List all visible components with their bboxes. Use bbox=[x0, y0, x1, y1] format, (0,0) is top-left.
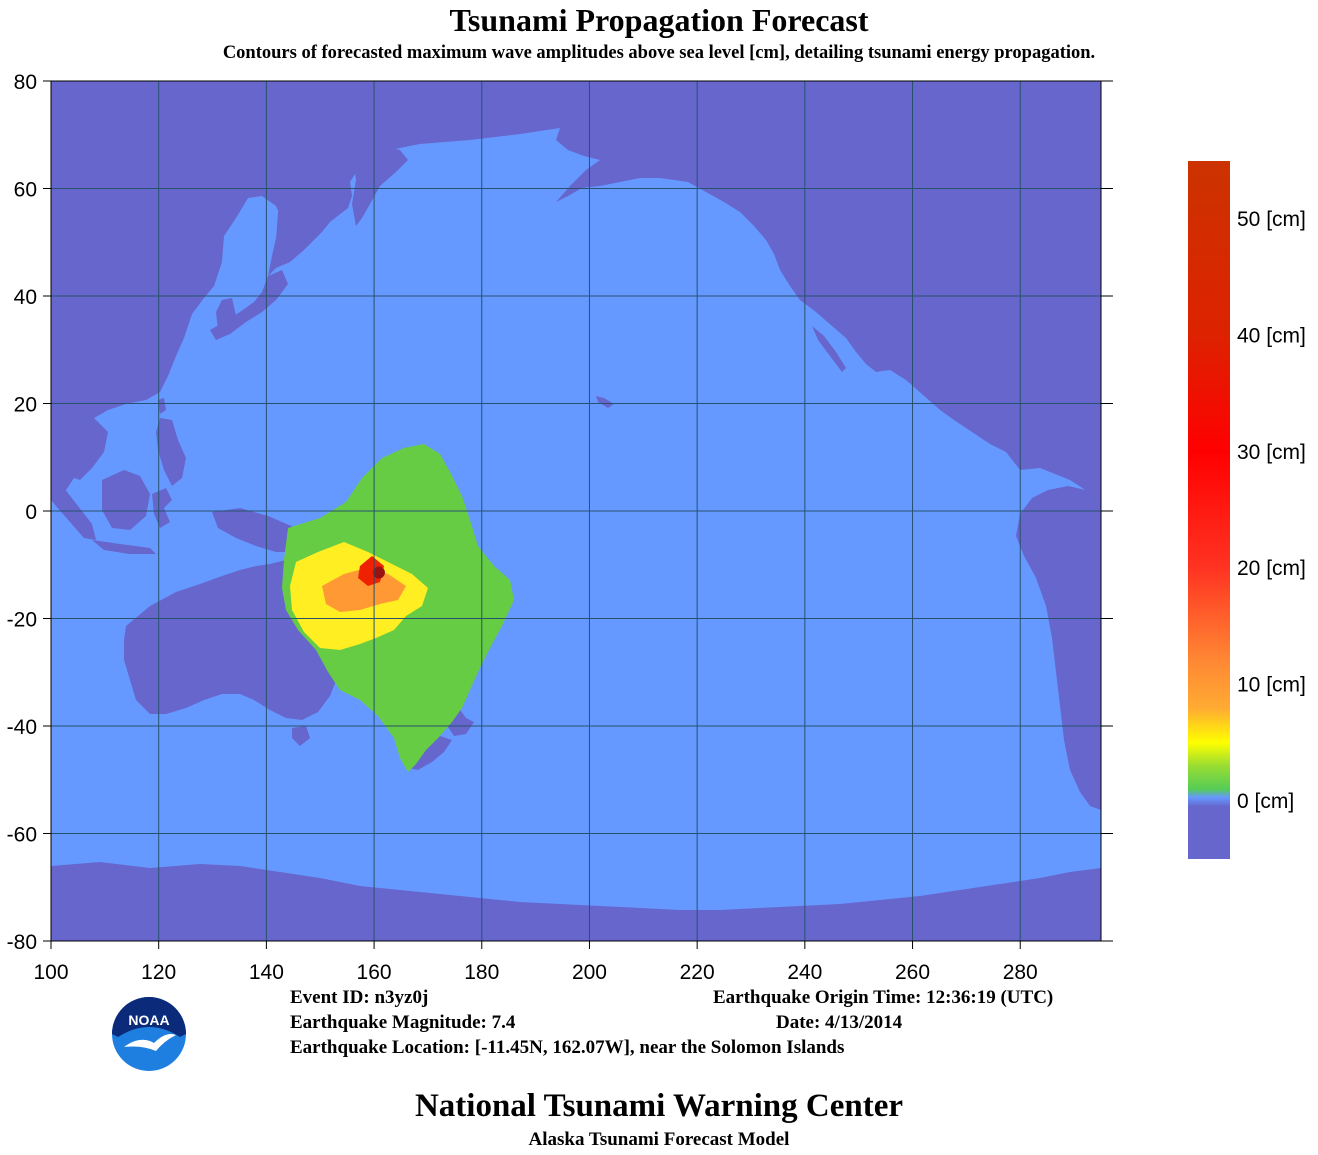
forecast-model-name: Alaska Tsunami Forecast Model bbox=[528, 1129, 790, 1150]
map-axes: 100 120 140 160 180 200 220 240 260 280806040200-… bbox=[7, 71, 1113, 984]
x-tick-label: 120 bbox=[141, 961, 176, 984]
landmass-antarctica bbox=[51, 862, 1101, 941]
event-date: Date: 4/13/2014 bbox=[776, 1012, 903, 1033]
landmass-borneo bbox=[102, 470, 150, 530]
legend-label: 20 [cm] bbox=[1237, 557, 1306, 580]
epicenter-marker bbox=[372, 566, 385, 579]
landmass-cuba bbox=[986, 386, 1040, 398]
y-tick-label: -20 bbox=[7, 609, 37, 632]
map-subtitle: Contours of forecasted maximum wave ampl… bbox=[222, 43, 1096, 63]
origin-time: Earthquake Origin Time: 12:36:19 (UTC) bbox=[713, 987, 1054, 1008]
y-tick-label: -40 bbox=[7, 716, 37, 739]
x-tick-label: 180 bbox=[464, 961, 499, 984]
legend-label: 30 [cm] bbox=[1237, 441, 1306, 464]
energy-contour-orange bbox=[322, 568, 406, 612]
x-tick-label: 280 bbox=[1003, 961, 1038, 984]
earthquake-magnitude: Earthquake Magnitude: 7.4 bbox=[290, 1012, 516, 1033]
map-title: Tsunami Propagation Forecast bbox=[449, 2, 869, 38]
x-tick-label: 140 bbox=[249, 961, 284, 984]
landmass-philippines bbox=[156, 418, 186, 486]
legend-label: 10 [cm] bbox=[1237, 674, 1306, 697]
landmass-sulawesi bbox=[152, 488, 172, 528]
landmass-asia bbox=[51, 81, 1101, 500]
organization-name: National Tsunami Warning Center bbox=[414, 1088, 904, 1124]
landmass-tasmania bbox=[292, 726, 310, 746]
x-tick-label: 260 bbox=[895, 961, 930, 984]
x-tick-label: 200 bbox=[572, 961, 607, 984]
legend-label: 0 [cm] bbox=[1237, 790, 1294, 813]
landmass-new-zealand-south bbox=[408, 736, 452, 770]
landmass-sumatra bbox=[51, 480, 96, 540]
x-tick-label: 240 bbox=[787, 961, 822, 984]
landmass-indochina bbox=[51, 416, 108, 480]
x-tick-label: 160 bbox=[357, 961, 392, 984]
y-tick-label: -60 bbox=[7, 824, 37, 847]
y-tick-label: 60 bbox=[14, 179, 37, 202]
noaa-logo: NOAA bbox=[112, 997, 186, 1071]
tsunami-energy-footprint bbox=[282, 444, 514, 772]
y-tick-label: -80 bbox=[7, 931, 37, 954]
svg-text:NOAA: NOAA bbox=[128, 1012, 169, 1028]
landmass-taiwan bbox=[158, 398, 166, 414]
landmass-sakhalin bbox=[276, 208, 288, 256]
landmass-hawaii bbox=[596, 396, 614, 408]
amplitude-legend: 50 [cm] 40 [cm] 30 [cm] 20 [cm] 10 [cm] 0 [cm… bbox=[1188, 161, 1306, 859]
energy-contour-red bbox=[358, 556, 384, 586]
y-tick-label: 0 bbox=[25, 501, 37, 524]
y-tick-label: 40 bbox=[14, 286, 37, 309]
y-tick-label: 80 bbox=[14, 71, 37, 94]
graticule bbox=[51, 81, 1101, 941]
landmass-kamchatka bbox=[352, 144, 408, 226]
x-tick-label: 220 bbox=[680, 961, 715, 984]
legend-label: 40 [cm] bbox=[1237, 325, 1306, 348]
y-tick-label: 20 bbox=[14, 394, 37, 417]
legend-label: 50 [cm] bbox=[1237, 208, 1306, 231]
landmass-korea bbox=[216, 298, 236, 334]
legend-color-bar bbox=[1188, 161, 1230, 859]
landmass-south-america bbox=[1016, 486, 1101, 810]
x-tick-label: 100 bbox=[33, 961, 68, 984]
earthquake-location: Earthquake Location: [-11.45N, 162.07W],… bbox=[290, 1037, 845, 1058]
event-id: Event ID: n3yz0j bbox=[290, 987, 429, 1008]
landmass-java bbox=[92, 540, 156, 554]
landmass-baja-california bbox=[812, 326, 846, 372]
